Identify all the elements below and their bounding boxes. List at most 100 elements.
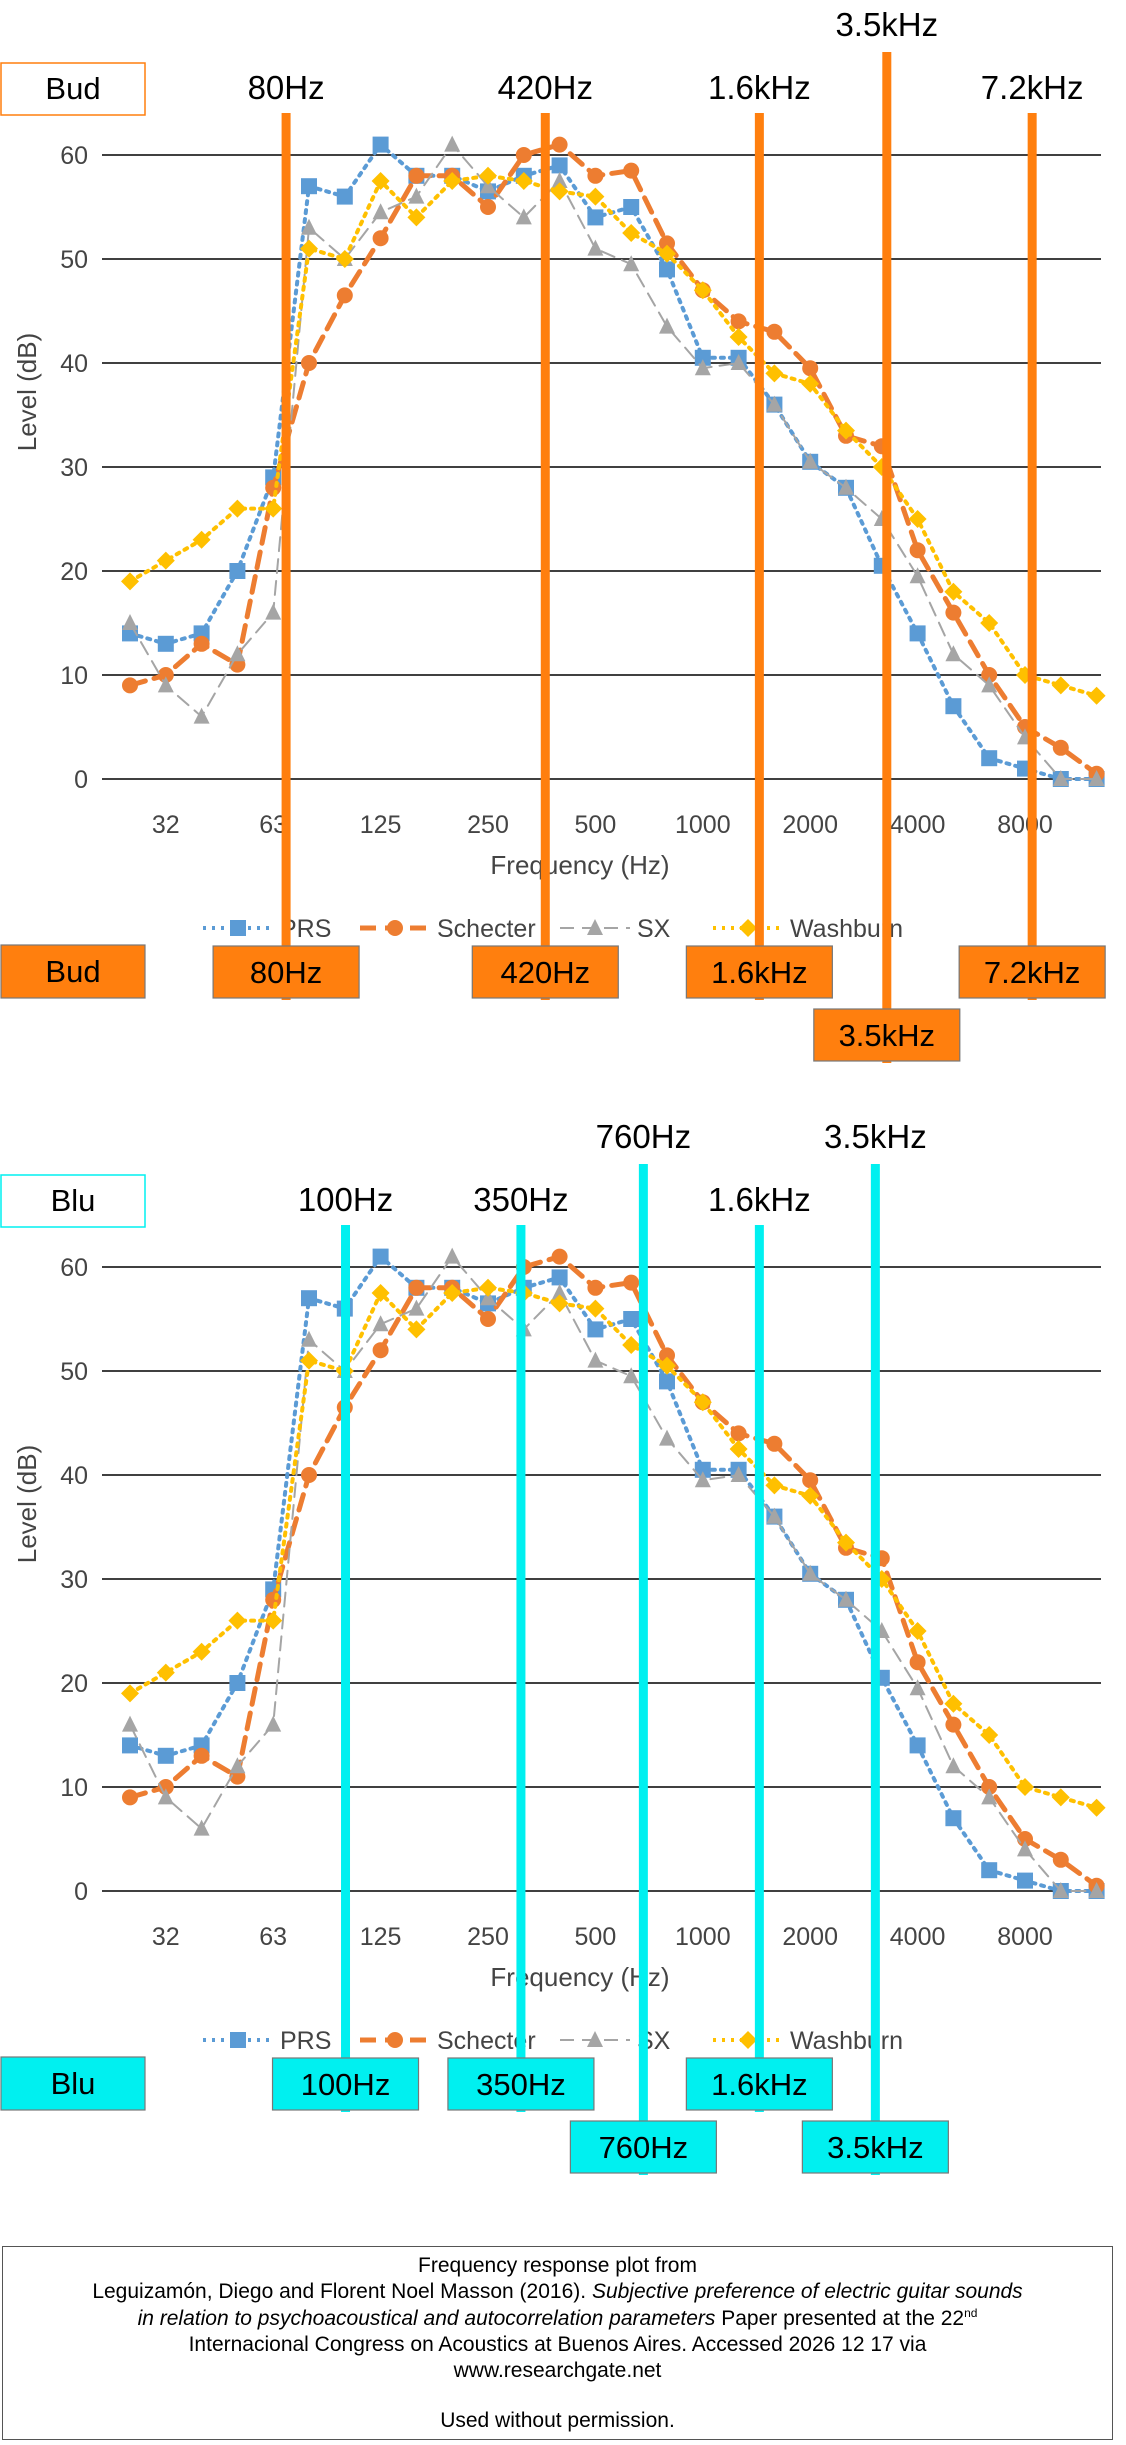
data-point-sx: [838, 478, 854, 495]
data-point-sx: [372, 203, 389, 220]
frequency-marker-label-top: 350Hz: [473, 1181, 568, 1218]
x-axis-label: Frequency (Hz): [490, 850, 669, 880]
series-line-sx: [129, 142, 1098, 780]
series-line-washburn: [128, 173, 1099, 698]
data-point-prs: [587, 209, 604, 226]
data-point-washburn: [586, 1299, 605, 1318]
legend-marker: [230, 920, 246, 936]
y-tick-label: 50: [60, 1358, 88, 1386]
data-point-sx: [408, 1299, 425, 1316]
data-point-prs: [157, 635, 174, 652]
data-point-prs: [945, 698, 962, 715]
data-point-washburn: [514, 172, 533, 190]
frequency-marker-label-bottom: 7.2kHz: [984, 955, 1080, 990]
frequency-marker-label-bottom: 80Hz: [250, 955, 322, 990]
legend-marker: [739, 919, 757, 937]
x-tick-label: 500: [575, 811, 617, 839]
data-point-schecter: [122, 1789, 138, 1806]
data-point-schecter: [1052, 739, 1069, 756]
data-point-prs: [301, 178, 317, 195]
x-tick-label: 4000: [890, 811, 946, 839]
series-washburn: [121, 1278, 1106, 1817]
legend-marker: [387, 920, 403, 936]
data-point-schecter: [301, 1467, 317, 1483]
data-point-prs: [551, 1269, 568, 1286]
frequency-marker-label-bottom: 420Hz: [500, 955, 590, 990]
frequency-marker: 420Hz 420Hz: [471, 69, 619, 1000]
data-point-washburn: [228, 1611, 247, 1630]
data-point-washburn: [335, 250, 354, 268]
data-point-schecter: [766, 323, 783, 340]
frequency-marker: 7.2kHz 7.2kHz: [958, 69, 1106, 1000]
y-tick-label: 10: [60, 1774, 88, 1802]
data-point-washburn: [729, 1440, 748, 1458]
data-point-prs: [1017, 1872, 1033, 1889]
data-point-schecter: [480, 1311, 496, 1327]
y-tick-label: 40: [60, 1462, 88, 1490]
y-tick-label: 10: [60, 662, 88, 690]
data-point-prs: [981, 750, 998, 767]
frequency-marker-box: [958, 945, 1106, 999]
data-point-washburn: [407, 208, 426, 227]
data-point-schecter: [265, 1591, 282, 1608]
data-point-sx: [193, 1819, 210, 1836]
x-tick-label: 2000: [782, 811, 838, 839]
x-tick-label: 1000: [675, 811, 731, 839]
data-point-schecter: [408, 167, 425, 184]
data-point-sx: [659, 317, 675, 334]
frequency-marker: 350Hz 350Hz: [447, 1181, 595, 2112]
y-tick-label: 40: [60, 350, 88, 378]
x-tick-label: 1000: [675, 1923, 731, 1951]
data-point-sx: [909, 567, 926, 584]
data-point-schecter: [301, 355, 317, 371]
frequency-marker-box: [685, 945, 833, 999]
frequency-marker: 100Hz 100Hz: [271, 1181, 420, 2112]
y-tick-label: 0: [74, 1878, 88, 1906]
y-tick-label: 60: [60, 142, 88, 170]
data-point-schecter: [551, 1248, 568, 1265]
y-axis-label: Level (dB): [12, 333, 42, 452]
data-point-washburn: [192, 530, 211, 549]
data-point-washburn: [801, 1486, 820, 1505]
data-point-prs: [909, 1737, 926, 1754]
data-point-sx: [838, 1590, 854, 1607]
frequency-marker: 3.5kHz 3.5kHz: [813, 6, 961, 1063]
data-point-washburn: [765, 364, 784, 383]
data-point-washburn: [407, 1320, 426, 1339]
frequency-marker-label-top: 3.5kHz: [824, 1118, 927, 1155]
data-point-schecter: [730, 1425, 747, 1442]
frequency-marker-label-top: 3.5kHz: [835, 6, 938, 43]
data-point-washburn: [908, 1622, 927, 1640]
data-point-washburn: [550, 182, 569, 201]
data-point-washburn: [801, 374, 820, 393]
data-point-sx: [157, 676, 174, 693]
y-tick-label: 50: [60, 246, 88, 274]
data-point-washburn: [121, 572, 139, 591]
data-point-washburn: [693, 1393, 712, 1412]
data-point-schecter: [766, 1435, 783, 1452]
citation-line-1: Frequency response plot from: [418, 2254, 697, 2277]
legend-marker: [230, 2032, 246, 2048]
frequency-marker: 760Hz 760Hz: [569, 1118, 717, 2175]
frequency-marker-box: [813, 1008, 961, 1062]
data-point-sx: [408, 187, 425, 204]
frequency-marker-box: [801, 2120, 949, 2174]
x-tick-label: 8000: [997, 1923, 1053, 1951]
data-point-sx: [945, 1757, 962, 1774]
frequency-marker-box: [212, 945, 360, 999]
data-point-sx: [551, 1284, 568, 1300]
frequency-marker-label-top: 1.6kHz: [708, 69, 811, 106]
legend-marker: [587, 919, 603, 935]
data-point-schecter: [1052, 1851, 1069, 1868]
data-point-schecter: [480, 199, 496, 215]
citation-permission-note: Used without permission.: [440, 2409, 675, 2433]
data-point-washburn: [192, 1642, 211, 1661]
data-point-prs: [623, 1311, 640, 1327]
panel-name-box-bottom: [0, 2056, 146, 2111]
data-point-sx: [981, 1788, 998, 1805]
legend-marker: [387, 2032, 403, 2048]
data-point-schecter: [802, 1472, 819, 1489]
data-point-washburn: [479, 1278, 497, 1297]
frequency-marker-label-top: 1.6kHz: [708, 1181, 811, 1218]
